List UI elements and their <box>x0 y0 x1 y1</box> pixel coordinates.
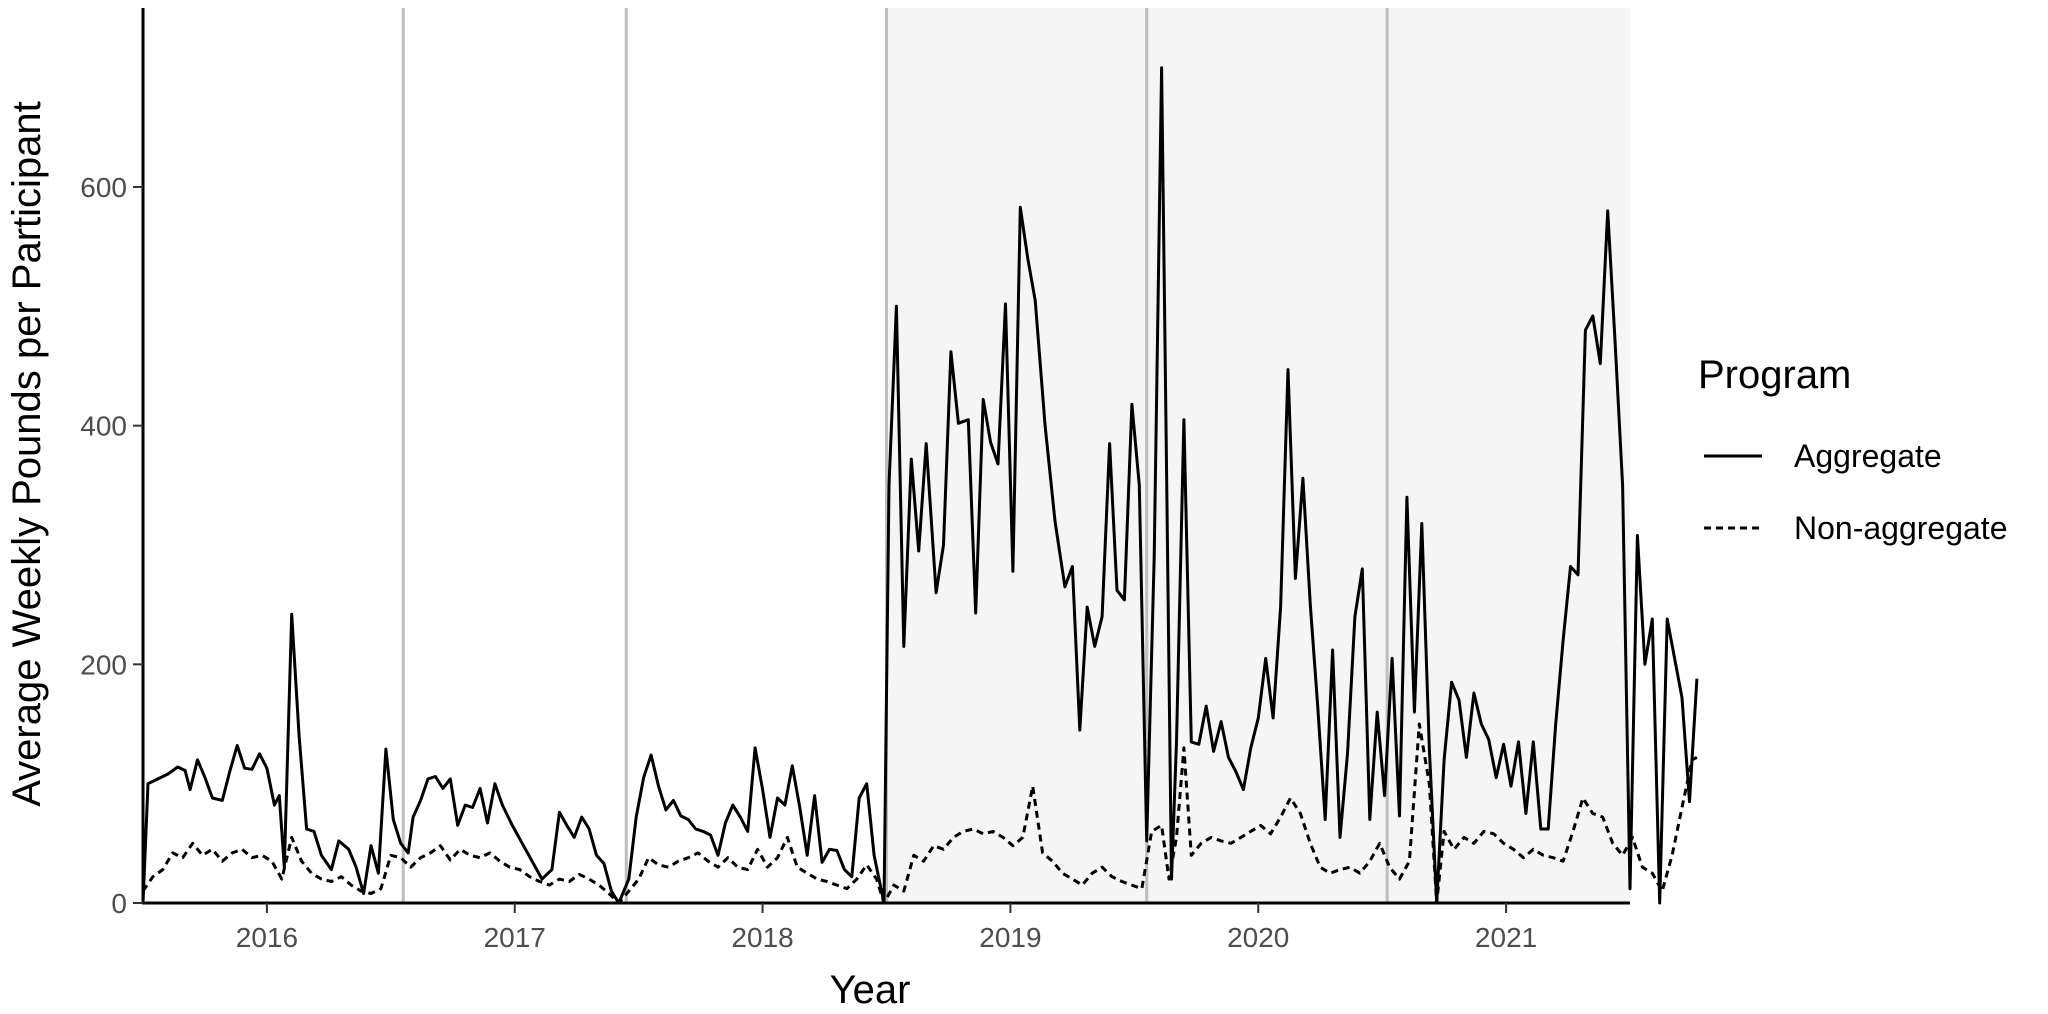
legend-label: Non-aggregate <box>1794 510 2007 546</box>
series-lines <box>141 66 1699 905</box>
y-axis-ticks: 0 200 400 600 <box>80 172 143 919</box>
x-tick-label: 2021 <box>1475 922 1537 953</box>
y-tick-label: 400 <box>80 411 127 442</box>
x-axis-title: Year <box>830 968 911 1012</box>
x-axis-ticks: 2016 2017 2018 2019 2020 2021 <box>236 903 1537 953</box>
legend: Program Aggregate Non-aggregate <box>1698 353 2007 546</box>
x-tick-label: 2018 <box>731 922 793 953</box>
legend-label: Aggregate <box>1794 438 1942 474</box>
series-line-non-aggregate <box>141 722 1698 905</box>
x-tick-label: 2020 <box>1227 922 1289 953</box>
x-tick-label: 2016 <box>236 922 298 953</box>
axes <box>141 8 1630 905</box>
legend-title: Program <box>1698 353 1851 397</box>
y-axis-title: Average Weekly Pounds per Participant <box>5 101 49 807</box>
y-tick-label: 200 <box>80 649 127 680</box>
series-line-aggregate <box>141 66 1699 905</box>
y-tick-label: 0 <box>111 888 127 919</box>
y-tick-label: 600 <box>80 172 127 203</box>
x-tick-label: 2019 <box>979 922 1041 953</box>
x-tick-label: 2017 <box>484 922 546 953</box>
